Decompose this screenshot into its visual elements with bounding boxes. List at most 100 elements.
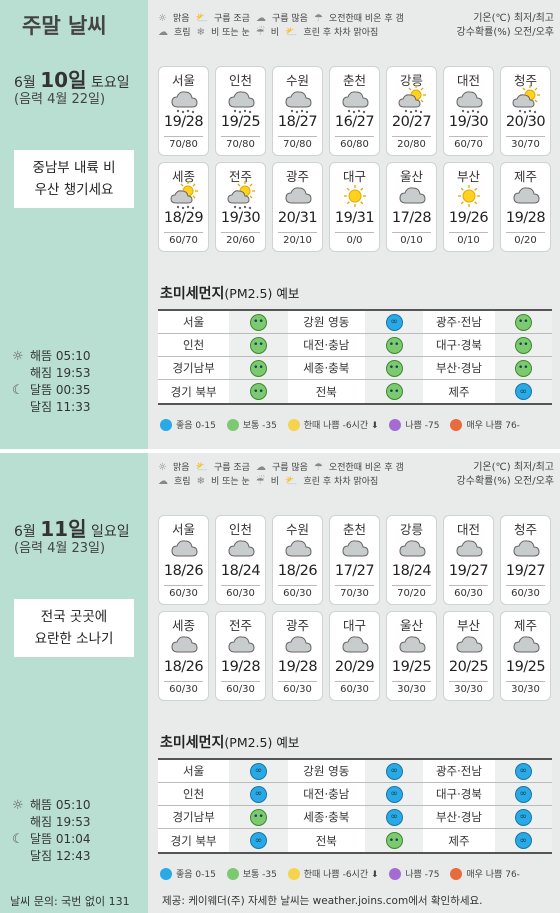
rain-probability: 60/70 — [164, 232, 203, 246]
good-face-icon: ∞ — [514, 832, 532, 849]
region-name: 경기남부 — [158, 806, 230, 828]
good-face-icon: ∞ — [249, 832, 267, 849]
pm-status: •• — [229, 357, 288, 379]
temperature: 19/28 — [220, 659, 261, 675]
city-name: 전주 — [228, 169, 252, 184]
temperature: 19/28 — [505, 210, 546, 226]
temperature: 19/26 — [448, 210, 489, 226]
rain-probability: 70/30 — [335, 585, 374, 599]
date-heading: 6월 11일 일요일 — [14, 517, 130, 541]
region-name: 전북 — [287, 380, 365, 403]
region-name: 세종·충북 — [287, 806, 365, 828]
temporary-bad-face-icon — [287, 418, 300, 431]
city-name: 인천 — [228, 73, 252, 88]
good-face-icon: ∞ — [249, 785, 267, 803]
pm-status: •• — [494, 334, 553, 356]
good-face-icon: ∞ — [249, 762, 267, 780]
region-name: 제주 — [423, 829, 495, 852]
pm-status: ∞ — [494, 806, 553, 828]
pm-status: •• — [364, 829, 424, 852]
city-name: 광주 — [285, 618, 309, 633]
rain-icon — [444, 86, 493, 114]
city-name: 부산 — [456, 618, 480, 633]
sun-icon: ☼ — [12, 349, 24, 364]
good-face-icon: ∞ — [385, 313, 403, 331]
table-row: 서울 •• 강원 영동 ∞ 광주·전남 •• — [158, 311, 553, 334]
region-name: 강원 영동 — [287, 311, 365, 333]
pm-forecast-table: 서울 •• 강원 영동 ∞ 광주·전남 •• 인천 •• 대전·충남 •• 대구·경북 •• 경기남부 •… — [158, 309, 553, 405]
city-card: 청주 19/27 60/30 — [500, 515, 551, 605]
city-name: 제주 — [513, 618, 537, 633]
sun-moon-times: ☼ 해뜸 05:10 해짐 19:53 ☾ 달뜸 00:35 달짐 11:33 — [12, 349, 91, 414]
pm-status: ∞ — [364, 806, 424, 828]
bad-face-icon — [389, 867, 402, 880]
rain-probability: 0/10 — [392, 232, 431, 246]
very-bad-face-icon — [450, 867, 463, 880]
region-name: 대구·경북 — [423, 783, 495, 805]
good-face-icon: ∞ — [385, 762, 403, 780]
cloud-icon — [216, 535, 265, 563]
city-card: 제주 19/28 0/20 — [500, 162, 551, 252]
cloud-icon — [501, 535, 550, 563]
temperature: 18/26 — [277, 563, 318, 579]
normal-face-icon: •• — [514, 336, 532, 354]
city-card: 수원 18/27 70/80 — [272, 66, 323, 156]
units-legend: 기온(℃) 최저/최고 강수확률(%) 오전/오후 — [456, 13, 554, 38]
city-name: 대전 — [456, 522, 480, 537]
table-row: 경기 북부 •• 전북 •• 제주 ∞ — [158, 380, 553, 403]
city-name: 강릉 — [399, 73, 423, 88]
rain-icon — [216, 86, 265, 114]
city-card: 서울 19/28 70/80 — [158, 66, 209, 156]
rain-icon — [273, 86, 322, 114]
moon-icon: ☾ — [12, 832, 24, 847]
city-name: 부산 — [456, 169, 480, 184]
rain-probability: 30/30 — [392, 681, 431, 695]
pm-status: ∞ — [364, 783, 424, 805]
lunar-date: (음력 4월 23일) — [14, 541, 106, 556]
pm-forecast-table: 서울 ∞ 강원 영동 ∞ 광주·전남 ∞ 인천 ∞ 대전·충남 ∞ 대구·경북 ∞ 경기남부 •• 세종·충… — [158, 758, 553, 854]
city-name: 대구 — [342, 618, 366, 633]
region-name: 서울 — [158, 311, 230, 333]
page-title: 주말 날씨 — [22, 14, 107, 38]
city-card: 대구 20/29 60/30 — [329, 611, 380, 701]
city-card: 대전 19/30 60/70 — [443, 66, 494, 156]
city-card: 전주 19/28 60/30 — [215, 611, 266, 701]
normal-face-icon: •• — [249, 383, 267, 400]
city-card: 인천 18/24 60/30 — [215, 515, 266, 605]
cloud-icon — [159, 535, 208, 563]
city-card: 광주 20/31 20/10 — [272, 162, 323, 252]
city-name: 춘천 — [342, 522, 366, 537]
rain-probability: 30/70 — [506, 136, 545, 150]
city-name: 청주 — [513, 73, 537, 88]
city-card: 강릉 20/27 20/80 — [386, 66, 437, 156]
city-name: 춘천 — [342, 73, 366, 88]
rain-probability: 60/30 — [449, 585, 488, 599]
cloud-icon — [273, 631, 322, 659]
region-name: 세종·충북 — [287, 357, 365, 379]
cloud-icon — [159, 631, 208, 659]
city-card: 서울 18/26 60/30 — [158, 515, 209, 605]
pm-status: •• — [494, 311, 553, 333]
city-card: 강릉 18/24 70/20 — [386, 515, 437, 605]
rain-probability: 30/30 — [449, 681, 488, 695]
city-card: 청주 20/30 30/70 — [500, 66, 551, 156]
temperature: 19/30 — [448, 114, 489, 130]
pm-status: ∞ — [494, 829, 553, 852]
temperature: 18/29 — [163, 210, 204, 226]
city-card: 전주 19/30 20/60 — [215, 162, 266, 252]
bad-face-icon — [389, 418, 402, 431]
rain-probability: 60/30 — [278, 681, 317, 695]
rain-probability: 0/20 — [506, 232, 545, 246]
moon-icon: ☾ — [12, 383, 24, 398]
pm-status: •• — [229, 334, 288, 356]
city-card: 부산 19/26 0/10 — [443, 162, 494, 252]
temperature: 19/25 — [505, 659, 546, 675]
city-name: 청주 — [513, 522, 537, 537]
normal-face-icon: •• — [385, 336, 403, 354]
city-card: 세종 18/29 60/70 — [158, 162, 209, 252]
rain-probability: 60/30 — [164, 585, 203, 599]
good-face-icon: ∞ — [385, 785, 403, 803]
pm-title: 초미세먼지(PM2.5) 예보 — [160, 286, 300, 302]
table-row: 서울 ∞ 강원 영동 ∞ 광주·전남 ∞ — [158, 760, 553, 783]
region-name: 대전·충남 — [287, 783, 365, 805]
